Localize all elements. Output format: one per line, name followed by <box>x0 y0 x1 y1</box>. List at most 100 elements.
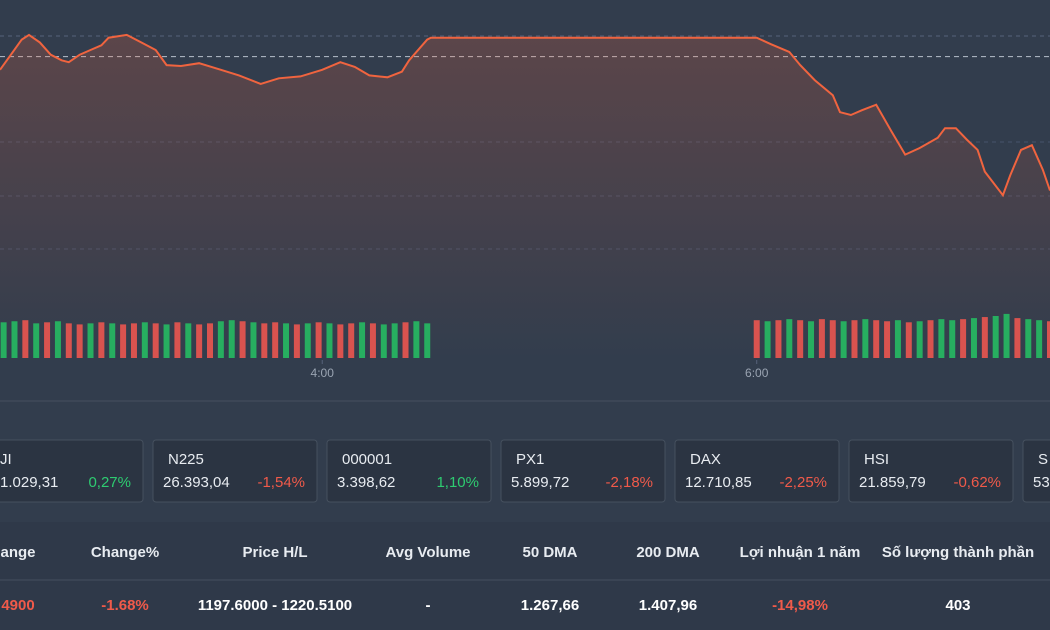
table-cell: 4900 <box>1 597 34 614</box>
index-name: N225 <box>168 451 204 468</box>
volume-bar <box>33 323 40 358</box>
table-header: 200 DMA <box>636 544 700 561</box>
volume-bar <box>293 324 300 358</box>
volume-bar <box>413 321 420 358</box>
index-change: -1,54% <box>257 474 305 491</box>
index-value: 5.899,72 <box>511 474 569 491</box>
price-area <box>0 34 1050 361</box>
table-header: Lợi nhuận 1 năm <box>740 544 861 561</box>
volume-bar <box>163 324 170 358</box>
table-header: ange <box>0 544 35 561</box>
volume-bar <box>22 320 29 358</box>
volume-bar <box>283 323 290 358</box>
index-value: 21.859,79 <box>859 474 926 491</box>
table-cell: 1197.6000 - 1220.5100 <box>198 597 352 614</box>
volume-bar <box>894 320 901 358</box>
volume-bar <box>141 322 148 358</box>
volume-bar <box>272 322 279 358</box>
volume-bar <box>87 323 94 358</box>
index-value: 53 <box>1033 474 1050 491</box>
volume-bar <box>185 323 192 358</box>
volume-bar <box>1025 319 1032 358</box>
volume-bar <box>938 319 945 358</box>
volume-bar <box>196 324 203 358</box>
volume-bar <box>764 321 771 358</box>
volume-bar <box>862 319 869 358</box>
volume-bar <box>217 321 224 358</box>
index-value: 1.029,31 <box>0 474 58 491</box>
index-value: 12.710,85 <box>685 474 752 491</box>
volume-bar <box>11 321 18 358</box>
volume-bar <box>829 320 836 358</box>
volume-bar <box>786 319 793 358</box>
volume-bar <box>808 321 815 358</box>
index-value: 3.398,62 <box>337 474 395 491</box>
volume-bar <box>797 320 804 358</box>
volume-bar <box>228 320 235 358</box>
volume-bar <box>152 323 159 358</box>
index-card[interactable] <box>1022 439 1050 503</box>
volume-bar <box>109 323 116 358</box>
volume-bar <box>884 321 891 358</box>
table-panel <box>0 522 1050 630</box>
index-card[interactable] <box>326 439 492 503</box>
volume-bar <box>44 322 51 358</box>
volume-bar <box>326 323 333 358</box>
volume-bar <box>239 321 246 358</box>
index-name: 000001 <box>342 451 392 468</box>
index-card[interactable] <box>152 439 318 503</box>
index-name: S <box>1038 451 1048 468</box>
table-cell: -1.68% <box>101 597 149 614</box>
volume-bar <box>1047 321 1050 358</box>
volume-bar <box>54 321 61 358</box>
table-cell: 403 <box>945 597 970 614</box>
volume-bar <box>174 322 181 358</box>
volume-bar <box>949 320 956 358</box>
volume-bar <box>380 324 387 358</box>
table-header: Avg Volume <box>385 544 470 561</box>
volume-bar <box>0 322 7 358</box>
table-cell: -14,98% <box>772 597 828 614</box>
index-change: -2,18% <box>605 474 653 491</box>
volume-bar <box>1003 313 1010 358</box>
index-value: 26.393,04 <box>163 474 230 491</box>
table-header: Price H/L <box>242 544 307 561</box>
volume-bar <box>916 321 923 358</box>
table-header: Change% <box>91 544 159 561</box>
index-change: 1,10% <box>436 474 479 491</box>
volume-bar <box>981 317 988 358</box>
index-name: PX1 <box>516 451 544 468</box>
index-card[interactable] <box>674 439 840 503</box>
volume-bar <box>775 320 782 358</box>
volume-bar <box>1036 320 1043 358</box>
index-card[interactable] <box>0 439 144 503</box>
volume-bar <box>76 324 83 358</box>
index-name: JI <box>0 451 12 468</box>
volume-bar <box>851 320 858 358</box>
index-name: DAX <box>690 451 721 468</box>
index-change: 0,27% <box>88 474 131 491</box>
volume-bar <box>304 323 311 358</box>
volume-bar <box>927 320 934 358</box>
volume-bar <box>424 323 431 358</box>
volume-bar <box>348 323 355 358</box>
volume-bar <box>970 318 977 358</box>
volume-bar <box>120 324 127 358</box>
volume-bar <box>818 319 825 358</box>
volume-bar <box>98 322 105 358</box>
table-header: Số lượng thành phần <box>882 544 1034 561</box>
table-cell: 1.407,96 <box>639 597 697 614</box>
index-change: -0,62% <box>953 474 1001 491</box>
index-card[interactable] <box>500 439 666 503</box>
volume-bar <box>840 321 847 358</box>
volume-bar <box>960 319 967 358</box>
volume-bar <box>130 323 137 358</box>
index-card[interactable] <box>848 439 1014 503</box>
index-name: HSI <box>864 451 889 468</box>
volume-bar <box>359 322 366 358</box>
volume-bar <box>261 323 268 358</box>
volume-bar <box>250 322 257 358</box>
volume-bar <box>337 324 344 358</box>
